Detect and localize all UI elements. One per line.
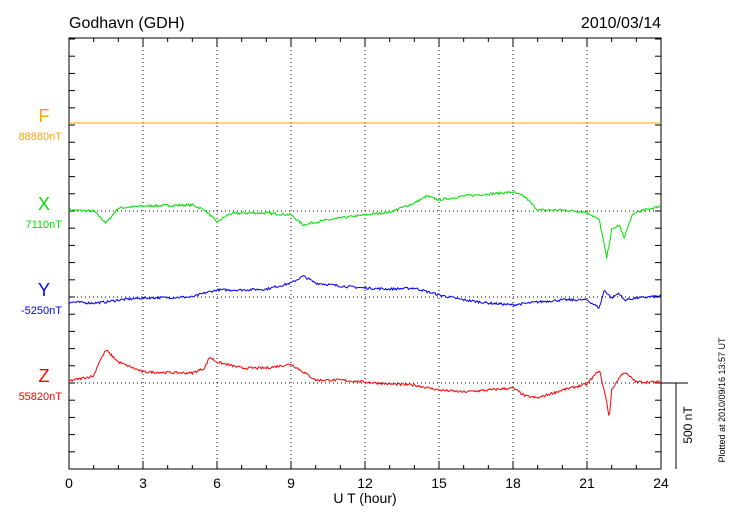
series-baseline-f: 88880nT <box>19 131 63 143</box>
x-tick-label: 3 <box>139 475 147 491</box>
series-baseline-z: 55820nT <box>19 391 63 403</box>
series-line-z <box>68 349 662 417</box>
x-tick-label: 15 <box>431 475 447 491</box>
x-tick-label: 0 <box>65 475 73 491</box>
x-tick-label: 9 <box>287 475 295 491</box>
x-tick-label: 12 <box>357 475 373 491</box>
chart-date: 2010/03/14 <box>581 15 661 32</box>
series-name-y: Y <box>38 280 50 300</box>
x-tick-label: 21 <box>579 475 595 491</box>
plot-frame <box>68 37 662 470</box>
series-name-z: Z <box>39 366 50 386</box>
series-baseline-y: -5250nT <box>21 305 62 317</box>
plotted-at-footer: Plotted at 2010/09/16 13:57 UT <box>717 337 727 463</box>
scale-bar-label: 500 nT <box>681 406 695 444</box>
series-baseline-x: 7110nT <box>26 219 63 231</box>
series-line-x <box>68 190 662 259</box>
x-axis-label: U T (hour) <box>333 490 396 506</box>
x-tick-label: 6 <box>213 475 221 491</box>
x-tick-label: 18 <box>505 475 521 491</box>
x-tick-label: 24 <box>653 475 669 491</box>
series-line-y <box>68 274 662 309</box>
series-name-x: X <box>38 194 50 214</box>
chart-title: Godhavn (GDH) <box>69 15 185 32</box>
series-name-f: F <box>39 106 50 126</box>
